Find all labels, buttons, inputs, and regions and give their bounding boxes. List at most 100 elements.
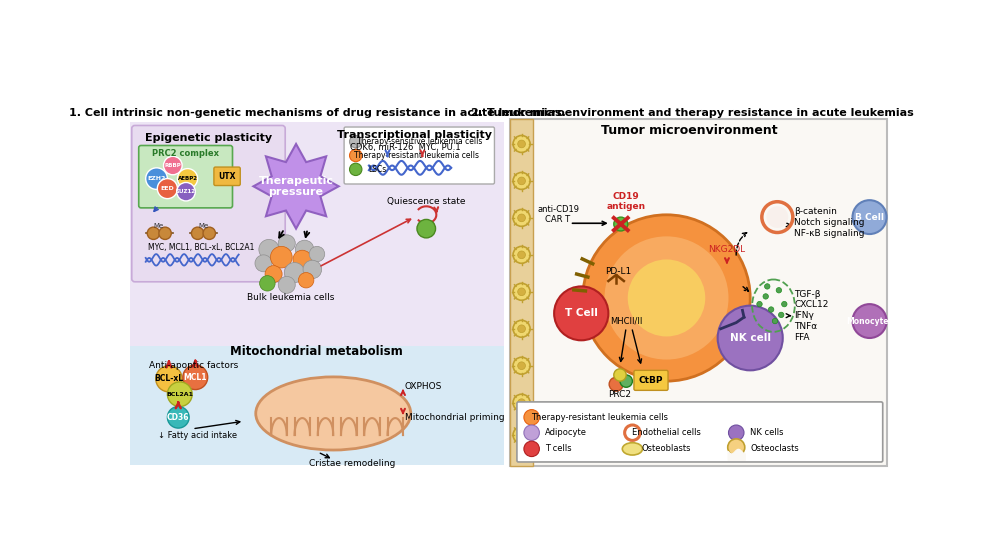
Circle shape <box>728 425 744 440</box>
Circle shape <box>628 259 705 336</box>
Circle shape <box>757 301 762 307</box>
Text: Epigenetic plasticity: Epigenetic plasticity <box>145 133 272 143</box>
Circle shape <box>518 214 526 222</box>
Circle shape <box>278 276 296 294</box>
Text: CD36: CD36 <box>167 413 189 422</box>
Circle shape <box>296 240 313 259</box>
Text: 2. Tumor microenvironment and therapy resistance in acute leukemias: 2. Tumor microenvironment and therapy re… <box>470 108 914 118</box>
Text: CtBP: CtBP <box>639 376 664 385</box>
Text: CDK6, miR-126  MYC, PU.1: CDK6, miR-126 MYC, PU.1 <box>350 143 460 152</box>
Circle shape <box>265 266 282 282</box>
Circle shape <box>518 325 526 333</box>
FancyBboxPatch shape <box>517 402 883 462</box>
Text: MCL1: MCL1 <box>184 373 207 382</box>
Circle shape <box>164 156 183 175</box>
Circle shape <box>349 136 362 148</box>
FancyBboxPatch shape <box>214 167 240 186</box>
Circle shape <box>278 235 296 252</box>
Circle shape <box>518 177 526 185</box>
Text: Me: Me <box>154 223 164 229</box>
Text: Adipocyte: Adipocyte <box>545 428 587 437</box>
Text: Endothelial cells: Endothelial cells <box>632 428 701 437</box>
Circle shape <box>417 219 435 238</box>
Circle shape <box>765 283 770 289</box>
Text: Therapy-resistant leukemia cells: Therapy-resistant leukemia cells <box>532 413 669 422</box>
Text: AEBP2: AEBP2 <box>178 176 197 181</box>
FancyBboxPatch shape <box>344 127 494 184</box>
Circle shape <box>177 182 195 201</box>
Text: EED: EED <box>161 186 175 191</box>
Circle shape <box>773 319 778 324</box>
Circle shape <box>609 377 623 391</box>
Text: CD19
antigen: CD19 antigen <box>607 192 646 211</box>
Text: NKG2DL: NKG2DL <box>708 245 746 254</box>
Text: BCL2A1: BCL2A1 <box>167 392 193 397</box>
Bar <box>510 119 534 466</box>
Text: OXPHOS: OXPHOS <box>405 382 441 391</box>
FancyBboxPatch shape <box>139 146 232 208</box>
Circle shape <box>852 304 887 338</box>
Circle shape <box>518 431 526 439</box>
Circle shape <box>303 260 321 278</box>
Text: NK cells: NK cells <box>750 428 784 437</box>
Circle shape <box>158 179 178 199</box>
Circle shape <box>293 250 311 269</box>
Circle shape <box>271 247 293 268</box>
Circle shape <box>513 172 530 189</box>
Text: pressure: pressure <box>269 187 323 198</box>
Circle shape <box>513 209 530 227</box>
Text: SUZ12: SUZ12 <box>176 189 196 194</box>
Text: β-catenin: β-catenin <box>795 207 837 216</box>
Text: Osteoclasts: Osteoclasts <box>750 444 799 454</box>
Text: T Cell: T Cell <box>564 309 598 319</box>
Circle shape <box>767 206 789 228</box>
Text: B Cell: B Cell <box>855 213 884 222</box>
Text: anti-CD19
CAR T: anti-CD19 CAR T <box>537 205 579 224</box>
Text: TGF-β: TGF-β <box>795 290 820 299</box>
Circle shape <box>776 287 782 293</box>
Circle shape <box>518 399 526 407</box>
Text: PD-L1: PD-L1 <box>605 267 632 276</box>
Circle shape <box>168 407 189 428</box>
Polygon shape <box>253 144 338 229</box>
Circle shape <box>518 251 526 259</box>
Circle shape <box>349 150 362 162</box>
Circle shape <box>147 227 160 239</box>
Circle shape <box>513 136 530 152</box>
Circle shape <box>191 227 203 239</box>
Circle shape <box>299 272 313 288</box>
Circle shape <box>728 439 745 456</box>
Circle shape <box>168 382 192 407</box>
Circle shape <box>349 163 362 176</box>
Text: LSCs: LSCs <box>368 165 386 174</box>
Circle shape <box>260 276 275 291</box>
Text: Tumor microenvironment: Tumor microenvironment <box>601 124 778 137</box>
Circle shape <box>203 227 215 239</box>
FancyBboxPatch shape <box>634 371 668 391</box>
Circle shape <box>782 301 787 307</box>
Text: ↓ Fatty acid intake: ↓ Fatty acid intake <box>158 431 237 440</box>
Text: Cristae remodeling: Cristae remodeling <box>310 459 396 468</box>
Circle shape <box>156 365 183 392</box>
Circle shape <box>259 239 279 259</box>
Text: MHCII/II: MHCII/II <box>610 316 643 325</box>
Text: PRC2: PRC2 <box>608 389 632 399</box>
Circle shape <box>513 320 530 337</box>
Circle shape <box>779 312 784 318</box>
Text: Mitochondrial metabolism: Mitochondrial metabolism <box>230 345 403 358</box>
Text: TNFα: TNFα <box>795 322 817 331</box>
Circle shape <box>513 357 530 374</box>
Text: Osteoblasts: Osteoblasts <box>642 444 691 454</box>
Circle shape <box>524 410 540 425</box>
Text: Me: Me <box>198 223 208 229</box>
Circle shape <box>614 369 626 381</box>
Bar <box>510 119 888 466</box>
Circle shape <box>769 307 774 312</box>
Text: PRC2 complex: PRC2 complex <box>152 150 218 158</box>
Circle shape <box>518 362 526 369</box>
Text: Therapy-resistant leukemia cells: Therapy-resistant leukemia cells <box>354 151 479 160</box>
Ellipse shape <box>622 442 643 455</box>
Circle shape <box>178 169 197 189</box>
Circle shape <box>513 247 530 263</box>
Text: T cells: T cells <box>545 444 571 454</box>
